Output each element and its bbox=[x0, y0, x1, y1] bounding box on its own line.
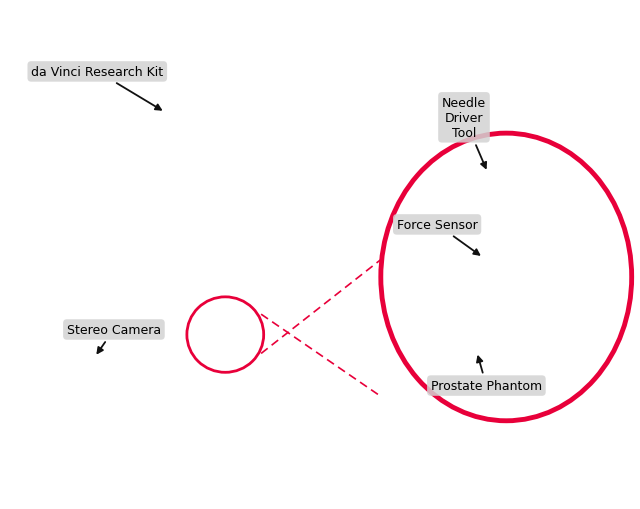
Text: Prostate Phantom: Prostate Phantom bbox=[431, 357, 542, 392]
Text: Force Sensor: Force Sensor bbox=[397, 218, 479, 256]
Text: Needle
Driver
Tool: Needle Driver Tool bbox=[442, 97, 486, 168]
Text: da Vinci Research Kit: da Vinci Research Kit bbox=[31, 66, 163, 110]
Text: Stereo Camera: Stereo Camera bbox=[67, 323, 161, 353]
